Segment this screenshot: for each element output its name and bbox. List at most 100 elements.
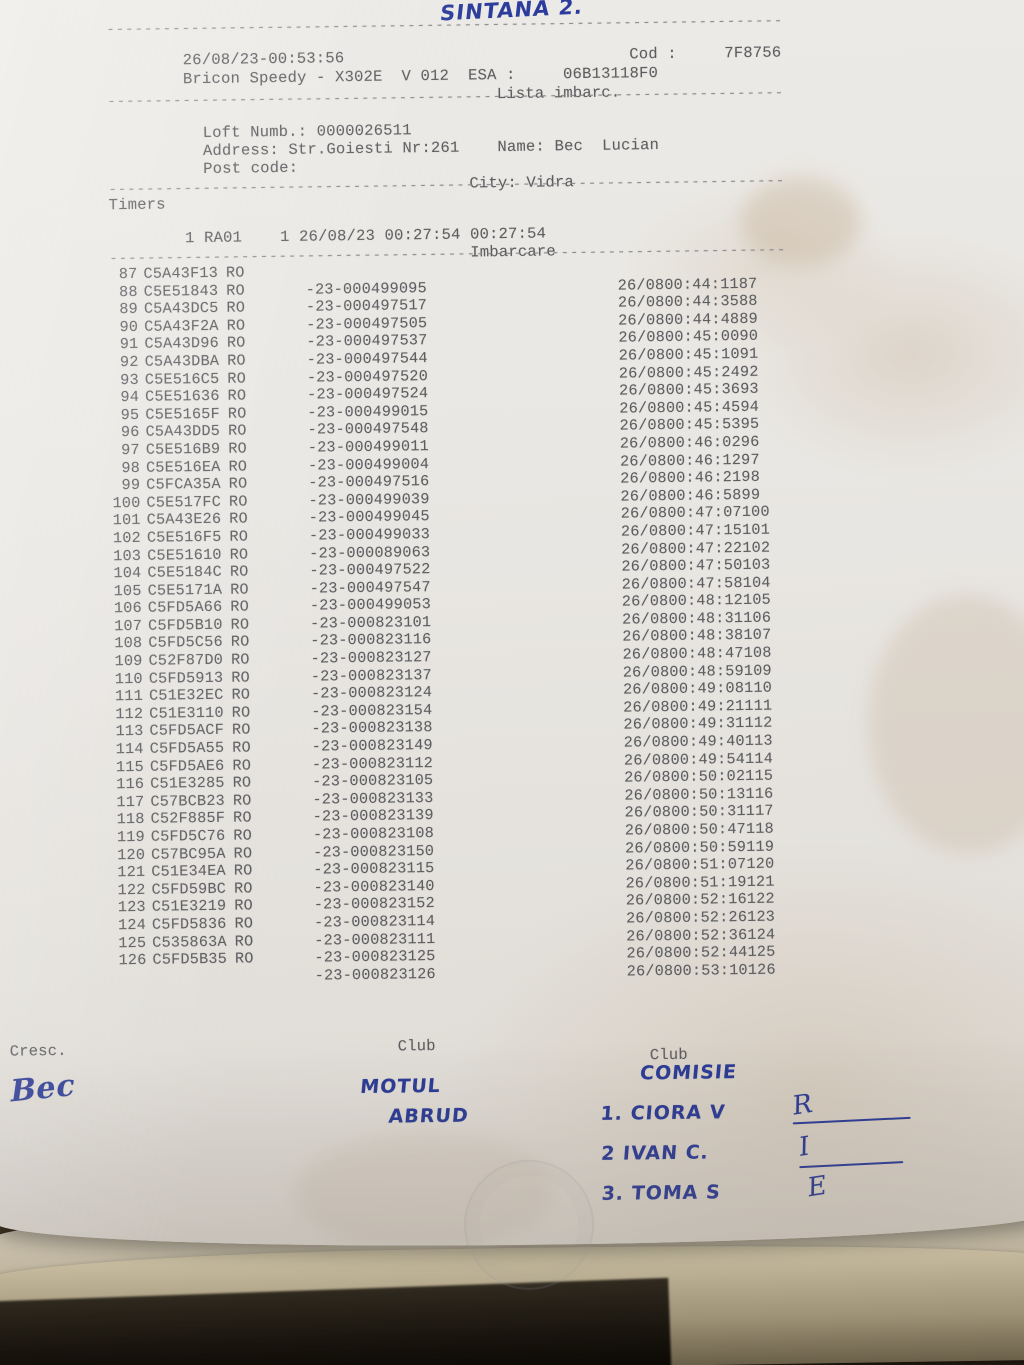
row-index: 88 [109, 282, 138, 301]
stamp-sequence: 87 [738, 274, 758, 293]
stamp-sequence: 120 [746, 854, 775, 874]
chip-code: C5FD59BC [151, 879, 227, 899]
stamp-sequence: 103 [742, 555, 771, 575]
row-index: 93 [110, 370, 139, 389]
chip-code: C5FD5913 [148, 668, 224, 688]
row-index: 103 [113, 546, 142, 565]
stamp-time: 00:45:36 [665, 380, 741, 400]
stamp-sequence: 109 [743, 661, 772, 680]
chip-code: C5A43F2A [144, 316, 219, 336]
ring-number: -23-000823126 [314, 964, 436, 985]
stamp-sequence: 115 [745, 766, 774, 786]
stamp-date: 26/08 [618, 345, 666, 365]
stamp-date: 26/08 [624, 838, 672, 858]
stamp-time: 00:53:10 [673, 960, 748, 980]
chip-code: C5A43DBA [144, 351, 220, 371]
stamp-date: 26/08 [618, 381, 666, 400]
stamp-sequence: 123 [746, 907, 776, 926]
chip-code: C5E517FC [146, 492, 222, 512]
stamp-date: 26/08 [622, 662, 670, 682]
stamp-date: 26/08 [625, 873, 673, 893]
stamp-sequence: 98 [741, 467, 761, 487]
row-index: 99 [112, 476, 141, 495]
country-code: RO [232, 791, 252, 810]
stamp-date: 26/08 [624, 785, 672, 805]
chip-code: C5A43F13 [143, 263, 219, 283]
table-column-ring: -23-000499095 -23-000497517 -23-000497505-… [306, 279, 436, 986]
row-index: 101 [112, 511, 141, 530]
stamp-time: 00:44:35 [664, 292, 740, 312]
country-code: RO [230, 597, 250, 616]
country-code: RO [229, 527, 249, 546]
row-index: 91 [110, 335, 139, 354]
row-index: 100 [112, 493, 141, 512]
stamp-sequence: 113 [744, 731, 773, 751]
chip-code: C5E51843 [143, 281, 219, 301]
stamp-date: 26/08 [626, 961, 674, 981]
stamp-date: 26/08 [624, 820, 672, 840]
chip-code: C5E5171A [147, 580, 223, 600]
breeder-signature-handwritten: Bec [7, 1067, 79, 1110]
stamp-time: 00:52:26 [672, 907, 748, 927]
cod-label: Cod : [629, 44, 677, 63]
country-code: RO [226, 298, 246, 317]
stamp-date: 26/08 [620, 521, 668, 541]
country-code: RO [225, 263, 245, 282]
printed-receipt-sheet: ----------------------------------------… [0, 0, 1024, 1291]
chip-code: C5E516B9 [145, 439, 221, 459]
chip-code: C5FD5ACF [149, 721, 225, 741]
chip-code: C5E51636 [144, 386, 220, 406]
stamp-time: 00:45:45 [665, 397, 741, 417]
stamp-date: 26/08 [622, 645, 670, 664]
chip-code: C5FD5B35 [152, 949, 228, 969]
stamp-date: 26/08 [623, 715, 671, 735]
chip-code: C5FD5C56 [148, 633, 223, 653]
stamp-time: 00:48:59 [669, 661, 744, 681]
row-index: 106 [113, 599, 142, 618]
stamp-sequence: 95 [740, 415, 760, 434]
stamp-time: 00:48:47 [669, 644, 744, 664]
stamp-sequence: 88 [738, 291, 758, 311]
name-label: Name: [497, 137, 546, 156]
stamp-sequence: 97 [740, 450, 760, 469]
row-index: 96 [111, 423, 140, 442]
row-index: 118 [116, 810, 145, 829]
row-index: 105 [113, 581, 142, 600]
country-code: RO [226, 333, 246, 353]
row-index: 94 [111, 388, 140, 407]
member-2-signature-mark: I [798, 1131, 810, 1164]
row-index: 107 [114, 616, 143, 636]
chip-code: C5E51610 [147, 545, 222, 565]
loft-meta-block: Loft Numb.: 0000026511 Address: Str.Goie… [107, 100, 988, 192]
country-code: RO [233, 861, 253, 880]
row-index: 110 [114, 669, 143, 688]
stamp-sequence: 116 [745, 784, 774, 803]
stamp-time: 00:50:31 [671, 802, 746, 822]
chip-code: C5FD5C76 [150, 826, 226, 846]
stamp-date: 26/08 [619, 451, 667, 471]
name-value: Bec Lucian [554, 135, 660, 155]
stamp-time: 00:52:16 [672, 890, 747, 910]
stamp-date: 26/08 [622, 680, 670, 699]
row-index: 102 [112, 528, 142, 548]
stamp-time: 00:49:54 [670, 749, 746, 769]
signature-underline-2 [799, 1161, 904, 1169]
stamp-time: 00:47:07 [667, 503, 742, 523]
print-timestamp: 26/08/23-00:53:56 [182, 48, 345, 69]
chip-code: C5E5184C [147, 562, 223, 582]
stamp-time: 00:45:24 [665, 362, 741, 382]
stamp-sequence: 117 [745, 802, 774, 821]
country-code: RO [232, 738, 251, 757]
stamp-date: 26/08 [622, 627, 670, 647]
device-model: Bricon Speedy - X302E V 012 [182, 66, 450, 88]
stamp-time: 00:49:08 [669, 679, 745, 699]
row-index: 90 [110, 317, 139, 337]
chip-code: C5E5165F [145, 404, 220, 424]
stamp-time: 00:50:13 [670, 784, 746, 804]
stamp-sequence: 110 [743, 678, 773, 698]
country-code: RO [233, 844, 253, 863]
stamp-sequence: 122 [746, 889, 775, 909]
chip-code: C5A43E26 [146, 510, 222, 530]
chip-code: C5A43D96 [144, 334, 220, 354]
stamp-date: 26/08 [618, 363, 666, 383]
